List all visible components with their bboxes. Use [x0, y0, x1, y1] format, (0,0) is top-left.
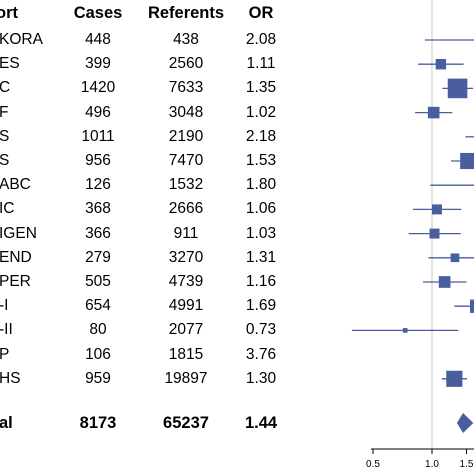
row-or: 1.80: [245, 176, 277, 194]
row-cohort: HS: [0, 369, 21, 387]
row-cases: 279: [85, 248, 111, 266]
row-referents: 4739: [168, 273, 204, 290]
x-tick-label: 1.0: [425, 459, 439, 470]
row-cohort: END: [0, 248, 32, 266]
row-cohort: -I: [0, 297, 9, 315]
row-referents: 438: [173, 31, 199, 48]
row-or: 0.73: [245, 321, 277, 339]
row-referents: 7470: [168, 152, 204, 169]
row-referents: 3270: [168, 248, 204, 266]
or-marker: [427, 106, 440, 119]
row-or: 3.76: [245, 345, 277, 363]
or-marker: [460, 152, 474, 170]
total-or: 1.44: [244, 414, 278, 432]
row-referents: 3048: [168, 103, 204, 121]
row-cases: 368: [85, 200, 111, 218]
or-marker: [402, 328, 408, 333]
row-referents: 911: [173, 224, 199, 242]
row-or: 1.03: [245, 224, 277, 242]
row-cases: 956: [85, 152, 111, 169]
or-marker: [435, 59, 447, 70]
row-or: 2.08: [245, 31, 277, 48]
row-cohort: IGEN: [0, 224, 37, 242]
row-referents: 19897: [164, 369, 208, 387]
row-or: 1.30: [245, 369, 277, 387]
or-marker: [447, 78, 468, 99]
total-cohort: al: [0, 414, 13, 432]
total-referents: 65237: [163, 414, 209, 432]
row-cases: 126: [85, 176, 111, 194]
header-or: OR: [248, 4, 274, 22]
row-cohort: C: [0, 79, 11, 97]
row-referents: 1532: [168, 176, 204, 194]
row-cases: 448: [85, 31, 111, 48]
row-referents: 4991: [168, 297, 204, 315]
x-tick-label: 1.5: [460, 459, 474, 470]
row-cohort: ES: [0, 55, 20, 73]
row-cases: 106: [85, 345, 111, 363]
or-marker: [470, 299, 474, 313]
x-tick-label: 0.5: [366, 459, 380, 470]
row-cases: 80: [89, 321, 107, 339]
row-or: 2.18: [245, 127, 277, 145]
row-cohort: PER: [0, 273, 31, 290]
row-or: 1.69: [245, 297, 277, 315]
row-or: 1.53: [245, 152, 277, 169]
or-marker: [431, 204, 442, 215]
pooled-diamond: [456, 413, 474, 433]
row-or: 1.06: [245, 200, 277, 218]
row-cases: 399: [85, 55, 111, 73]
or-marker: [446, 370, 463, 387]
row-cohort: S: [0, 152, 10, 169]
row-cases: 1011: [81, 127, 115, 145]
row-cohort: IC: [0, 200, 15, 218]
row-or: 1.16: [245, 273, 277, 290]
row-cases: 366: [85, 224, 111, 242]
row-referents: 2190: [168, 127, 204, 145]
row-cohort: ABC: [0, 176, 31, 194]
or-marker: [429, 228, 440, 239]
header-cohort: ort: [0, 4, 18, 22]
row-cohort: KORA: [0, 31, 43, 48]
row-cohort: P: [0, 345, 10, 363]
row-cases: 496: [85, 103, 111, 121]
header-referents: Referents: [147, 4, 225, 22]
row-or: 1.31: [245, 248, 277, 266]
row-cases: 654: [85, 297, 111, 315]
row-cases: 505: [85, 273, 111, 290]
row-referents: 2077: [168, 321, 204, 339]
total-cases: 8173: [79, 414, 117, 432]
or-marker: [450, 253, 460, 263]
or-marker: [438, 276, 451, 288]
row-referents: 2666: [168, 200, 204, 218]
row-or: 1.11: [246, 55, 276, 73]
row-or: 1.02: [245, 103, 277, 121]
row-referents: 2560: [168, 55, 204, 73]
row-referents: 1815: [168, 345, 204, 363]
row-referents: 7633: [168, 79, 204, 97]
row-cohort: S: [0, 127, 10, 145]
row-cases: 1420: [80, 79, 116, 97]
row-cases: 959: [85, 369, 111, 387]
row-or: 1.35: [245, 79, 277, 97]
row-cohort: -II: [0, 321, 13, 339]
row-cohort: F: [0, 103, 9, 121]
header-cases: Cases: [73, 4, 123, 22]
